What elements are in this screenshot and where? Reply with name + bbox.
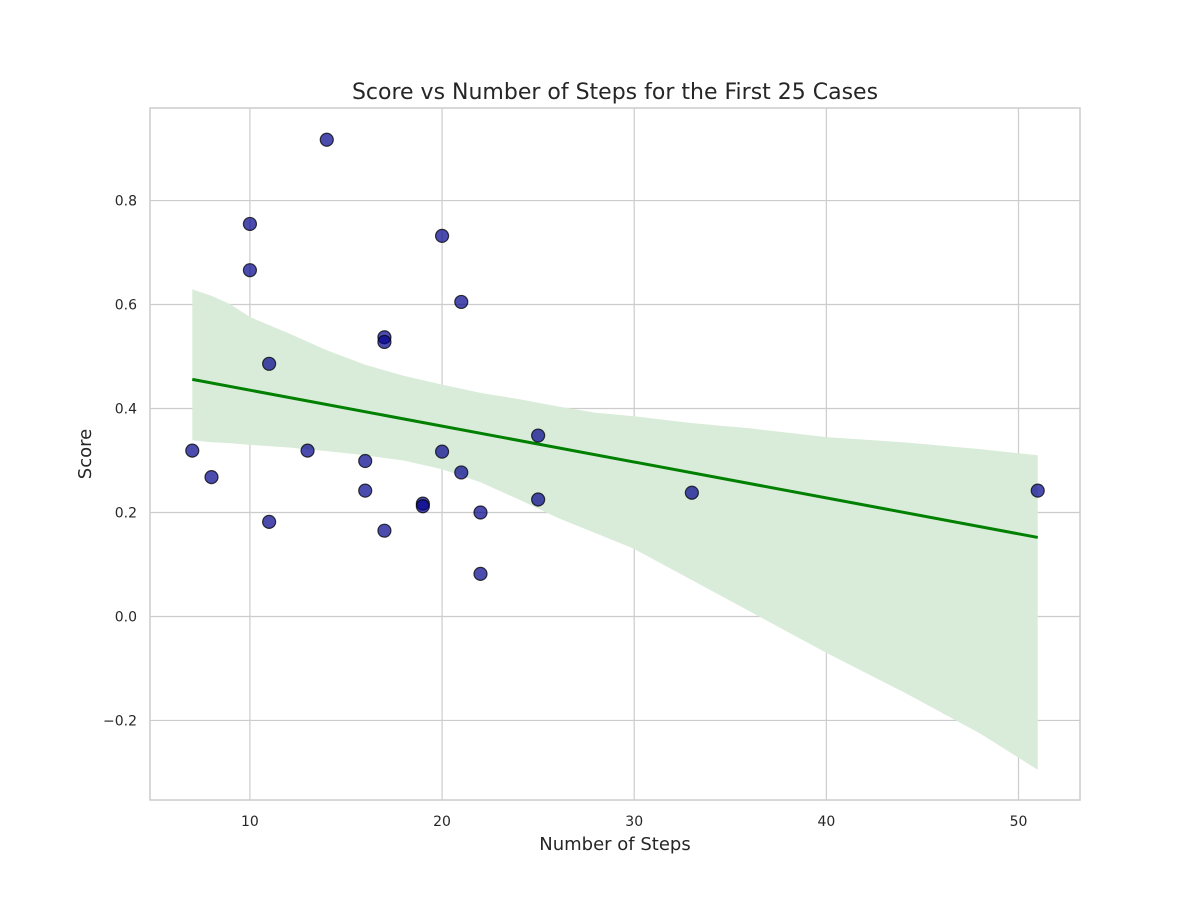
y-tick-label: 0.8 bbox=[115, 194, 137, 210]
scatter-point bbox=[377, 334, 392, 350]
y-tick-label: 0.0 bbox=[115, 609, 137, 625]
scatter-point bbox=[454, 294, 469, 310]
scatter-point bbox=[358, 453, 373, 469]
scatter-point bbox=[185, 443, 200, 458]
confidence-band-layer bbox=[192, 289, 1038, 770]
scatter-point bbox=[415, 499, 430, 514]
scatter-point bbox=[473, 505, 488, 520]
x-tick-label: 40 bbox=[817, 814, 835, 830]
regression-line-layer bbox=[191, 377, 1039, 539]
scatter-point bbox=[473, 566, 488, 581]
scatter-point bbox=[242, 263, 258, 278]
scatter-point bbox=[454, 465, 469, 480]
scatter-point bbox=[531, 492, 546, 507]
scatter-point bbox=[262, 356, 277, 371]
confidence-band bbox=[192, 289, 1038, 770]
scatter-point bbox=[684, 485, 699, 500]
scatter-point bbox=[434, 444, 450, 459]
x-axis-label: Number of Steps bbox=[539, 834, 690, 855]
scatter-point bbox=[300, 443, 315, 458]
regression-line bbox=[191, 377, 1039, 539]
x-tick-label: 10 bbox=[241, 814, 259, 830]
chart-title: Score vs Number of Steps for the First 2… bbox=[352, 80, 878, 105]
x-tick-label: 30 bbox=[625, 814, 643, 830]
y-tick-label: 0.2 bbox=[115, 505, 137, 521]
scatter-point bbox=[1030, 483, 1045, 498]
scatter-point bbox=[531, 428, 546, 443]
scatter-point bbox=[204, 470, 219, 485]
x-tick-label: 20 bbox=[433, 814, 451, 830]
y-tick-label: 0.4 bbox=[115, 402, 137, 418]
plot-frame bbox=[149, 107, 1081, 801]
scatter-point bbox=[242, 216, 258, 232]
y-tick-label: −0.2 bbox=[103, 713, 137, 729]
scatter-points bbox=[185, 132, 1045, 581]
scatter-point bbox=[319, 132, 334, 147]
scatter-point bbox=[377, 523, 392, 538]
scatter-point bbox=[358, 483, 373, 498]
scatter-point bbox=[434, 228, 450, 243]
y-tick-label: 0.6 bbox=[115, 298, 137, 314]
x-tick-label: 50 bbox=[1010, 814, 1028, 830]
tick-labels: 10 20 30 40 50 −0.2 0.0 0.2 0.4 0.6 0.8 bbox=[103, 194, 1027, 830]
scatter-point bbox=[262, 514, 277, 529]
y-axis-label: Score bbox=[75, 429, 96, 479]
